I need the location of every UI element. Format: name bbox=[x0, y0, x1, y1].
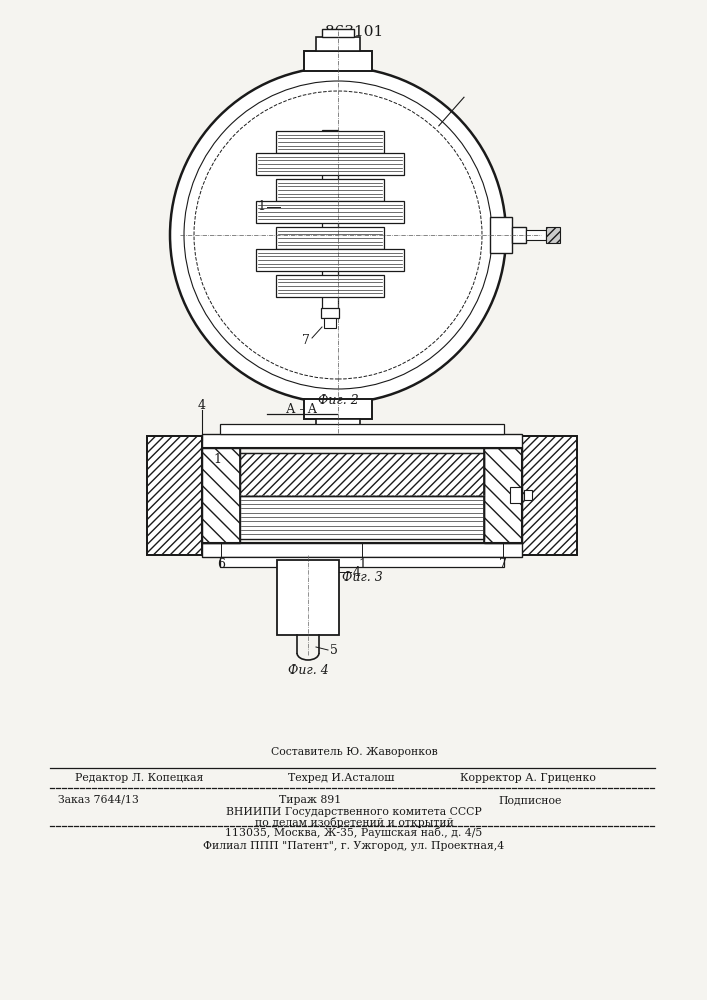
Text: 5: 5 bbox=[330, 645, 338, 658]
Text: 6: 6 bbox=[217, 558, 225, 571]
Text: 1: 1 bbox=[257, 200, 265, 214]
Text: по делам изобретений и открытий: по делам изобретений и открытий bbox=[255, 816, 453, 828]
Text: ВНИИПИ Государственного комитета СССР: ВНИИПИ Государственного комитета СССР bbox=[226, 807, 482, 817]
Bar bbox=[304, 399, 372, 419]
Bar bbox=[277, 560, 339, 635]
Text: Подписное: Подписное bbox=[498, 795, 561, 805]
Text: Фиг. 3: Фиг. 3 bbox=[341, 571, 382, 584]
Bar bbox=[490, 217, 512, 253]
Text: 4: 4 bbox=[353, 566, 361, 578]
Bar bbox=[240, 495, 484, 538]
Text: 1: 1 bbox=[213, 453, 221, 466]
Bar bbox=[522, 436, 577, 554]
Text: 7: 7 bbox=[302, 334, 310, 347]
Bar bbox=[202, 542, 522, 556]
Bar bbox=[256, 201, 404, 223]
Bar bbox=[147, 436, 202, 554]
Bar bbox=[324, 318, 336, 328]
Bar bbox=[526, 230, 546, 240]
Text: 863101: 863101 bbox=[325, 25, 383, 39]
Circle shape bbox=[170, 67, 506, 403]
Bar bbox=[512, 227, 526, 243]
Text: 113035, Москва, Ж-35, Раушская наб., д. 4/5: 113035, Москва, Ж-35, Раушская наб., д. … bbox=[226, 826, 483, 838]
Bar bbox=[202, 448, 240, 542]
Text: А - А: А - А bbox=[286, 403, 317, 416]
Text: 4: 4 bbox=[198, 399, 206, 412]
Bar bbox=[220, 556, 504, 566]
Bar bbox=[202, 448, 240, 542]
Bar bbox=[522, 436, 577, 554]
Text: Заказ 7644/13: Заказ 7644/13 bbox=[58, 795, 139, 805]
Bar bbox=[321, 308, 339, 318]
Text: Тираж 891: Тираж 891 bbox=[279, 795, 341, 805]
Text: 7: 7 bbox=[499, 558, 507, 571]
Bar bbox=[304, 51, 372, 71]
Bar bbox=[546, 227, 560, 243]
Text: Корректор А. Гриценко: Корректор А. Гриценко bbox=[460, 773, 596, 783]
Text: Фиг. 4: Фиг. 4 bbox=[288, 664, 328, 678]
Bar bbox=[240, 452, 484, 495]
Bar bbox=[220, 424, 504, 434]
Bar bbox=[202, 434, 522, 448]
Bar bbox=[322, 433, 354, 441]
Bar bbox=[322, 29, 354, 37]
Text: Филиал ППП "Патент", г. Ужгород, ул. Проектная,4: Филиал ППП "Патент", г. Ужгород, ул. Про… bbox=[204, 841, 505, 851]
Bar bbox=[316, 37, 360, 51]
Bar bbox=[240, 452, 484, 495]
Text: Техред И.Асталош: Техред И.Асталош bbox=[288, 773, 395, 783]
Text: Составитель Ю. Жаворонков: Составитель Ю. Жаворонков bbox=[271, 747, 438, 757]
Bar bbox=[256, 249, 404, 271]
Bar bbox=[510, 487, 522, 503]
Text: Редактор Л. Копецкая: Редактор Л. Копецкая bbox=[75, 773, 204, 783]
Bar bbox=[256, 153, 404, 175]
Bar bbox=[276, 179, 384, 201]
Bar bbox=[484, 448, 522, 542]
Bar bbox=[316, 419, 360, 433]
Bar bbox=[276, 131, 384, 153]
Text: 1: 1 bbox=[358, 558, 366, 571]
Bar bbox=[202, 448, 522, 542]
Bar bbox=[484, 448, 522, 542]
Text: Фиг. 2: Фиг. 2 bbox=[317, 393, 358, 406]
Bar bbox=[322, 130, 338, 310]
Bar bbox=[147, 436, 202, 554]
Bar bbox=[276, 227, 384, 249]
Bar bbox=[524, 490, 532, 500]
Bar bbox=[276, 275, 384, 297]
